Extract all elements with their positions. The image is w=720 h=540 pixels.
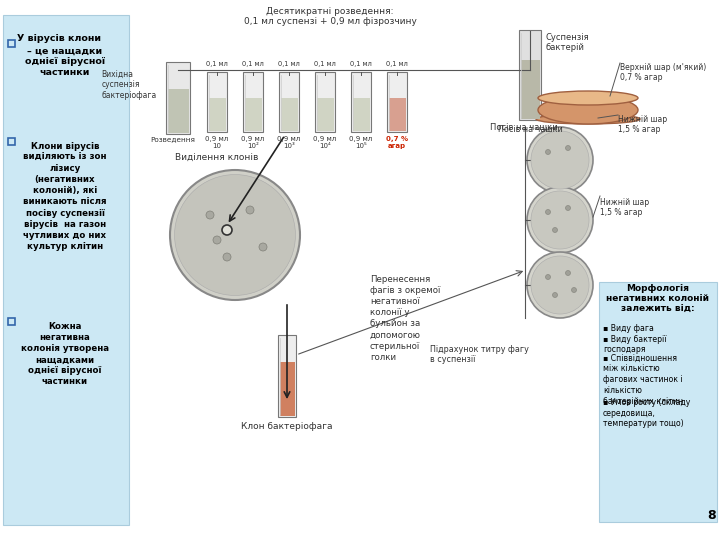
Text: ▪ Виду фага: ▪ Виду фага — [603, 324, 654, 333]
Circle shape — [259, 243, 267, 251]
Circle shape — [546, 210, 551, 214]
Text: 0,1 мл: 0,1 мл — [350, 61, 372, 67]
Text: Нижній шар
1,5 % агар: Нижній шар 1,5 % агар — [600, 198, 649, 218]
Circle shape — [546, 150, 551, 154]
Text: Розведення: Розведення — [150, 136, 195, 142]
Text: 0,9 мл
10⁵: 0,9 мл 10⁵ — [349, 136, 373, 149]
Circle shape — [565, 206, 570, 211]
Text: Верхній шар (м'який)
0,7 % агар: Верхній шар (м'який) 0,7 % агар — [620, 63, 706, 83]
Bar — [207, 72, 227, 132]
Text: 0,1 мл: 0,1 мл — [278, 61, 300, 67]
Ellipse shape — [538, 91, 638, 105]
Ellipse shape — [538, 96, 638, 124]
Circle shape — [170, 170, 300, 300]
Text: Перенесення
фагів з окремої
негативної
колонії у
бульйон за
допомогою
стерильної: Перенесення фагів з окремої негативної к… — [370, 275, 441, 362]
Circle shape — [222, 225, 232, 235]
Text: Клони вірусів
виділяють із зон
лізису
(негативних
колоній), які
виникають після
: Клони вірусів виділяють із зон лізису (н… — [23, 142, 107, 251]
Bar — [168, 89, 189, 132]
Text: ▪ Співвідношення
між кількістю
фагових частинок і
кількістю
бактерійних клітин: ▪ Співвідношення між кількістю фагових ч… — [603, 354, 683, 406]
Text: Клон бактеріофага: Клон бактеріофага — [241, 422, 333, 431]
Ellipse shape — [536, 114, 640, 124]
Text: Посів на чашки: Посів на чашки — [498, 125, 563, 134]
Text: У вірусів клони: У вірусів клони — [17, 34, 101, 43]
Circle shape — [527, 187, 593, 253]
Circle shape — [213, 236, 221, 244]
Circle shape — [552, 293, 557, 298]
Circle shape — [206, 211, 214, 219]
Bar — [353, 98, 369, 131]
Text: 8: 8 — [707, 509, 716, 522]
Text: Підрахунок титру фагу
в суспензії: Підрахунок титру фагу в суспензії — [430, 345, 529, 364]
Bar — [3, 15, 129, 525]
Bar — [315, 72, 335, 132]
Text: 0,1 мл: 0,1 мл — [206, 61, 228, 67]
Circle shape — [546, 274, 551, 280]
Bar — [8, 138, 15, 145]
Circle shape — [552, 227, 557, 233]
Text: 0,7 %
агар: 0,7 % агар — [386, 136, 408, 149]
Text: Посів на чашки: Посів на чашки — [490, 123, 557, 132]
Circle shape — [572, 287, 577, 293]
Text: 0,9 мл
10: 0,9 мл 10 — [205, 136, 229, 149]
Circle shape — [527, 127, 593, 193]
Bar — [243, 72, 263, 132]
Bar — [281, 98, 297, 131]
Text: Вихідна
суспензія
бактеріофага: Вихідна суспензія бактеріофага — [102, 70, 157, 100]
Text: 0,9 мл
10⁴: 0,9 мл 10⁴ — [313, 136, 337, 149]
Text: Десятикратні розведення:
0,1 мл суспензі + 0,9 мл фізрозчину: Десятикратні розведення: 0,1 мл суспензі… — [243, 7, 416, 26]
Text: 0,9 мл
10²: 0,9 мл 10² — [241, 136, 265, 149]
Text: Виділення клонів: Виділення клонів — [175, 153, 258, 162]
Text: Нижній шар
1,5 % агар: Нижній шар 1,5 % агар — [618, 115, 667, 134]
Bar — [279, 362, 294, 415]
Text: – це нащадки
однієї вірусної
частинки: – це нащадки однієї вірусної частинки — [25, 47, 105, 77]
Text: 0,1 мл: 0,1 мл — [386, 61, 408, 67]
Text: 0,1 мл: 0,1 мл — [314, 61, 336, 67]
Bar — [279, 72, 299, 132]
Bar — [278, 335, 296, 417]
Bar — [245, 98, 261, 131]
Circle shape — [527, 252, 593, 318]
Circle shape — [246, 206, 254, 214]
Text: Кожна
негативна
колонія утворена
нащадками
однієї вірусної
частинки: Кожна негативна колонія утворена нащадка… — [21, 322, 109, 387]
Circle shape — [223, 253, 231, 261]
Bar — [317, 98, 333, 131]
Bar — [599, 282, 717, 522]
Text: Морфологія
негативних колоній
залежить від:: Морфологія негативних колоній залежить в… — [606, 284, 709, 314]
Bar — [521, 60, 539, 118]
Circle shape — [531, 191, 589, 249]
Text: Суспензія
бактерій: Суспензія бактерій — [545, 33, 589, 52]
Circle shape — [531, 131, 589, 189]
Bar — [387, 72, 407, 132]
Bar — [8, 318, 15, 325]
Circle shape — [174, 174, 295, 295]
Bar — [389, 98, 405, 131]
Text: ▪ Виду бактерії
господаря: ▪ Виду бактерії господаря — [603, 334, 667, 354]
Circle shape — [565, 145, 570, 151]
Bar — [351, 72, 371, 132]
Text: ▪ Умов росту (складу
середовища,
температури тощо): ▪ Умов росту (складу середовища, темпера… — [603, 398, 690, 429]
Bar — [519, 30, 541, 120]
Text: 0,1 мл: 0,1 мл — [242, 61, 264, 67]
Text: 0,9 мл
10³: 0,9 мл 10³ — [277, 136, 301, 149]
Circle shape — [531, 256, 589, 314]
Bar — [166, 62, 190, 134]
Circle shape — [565, 271, 570, 275]
Bar — [8, 40, 15, 47]
Bar — [209, 98, 225, 131]
